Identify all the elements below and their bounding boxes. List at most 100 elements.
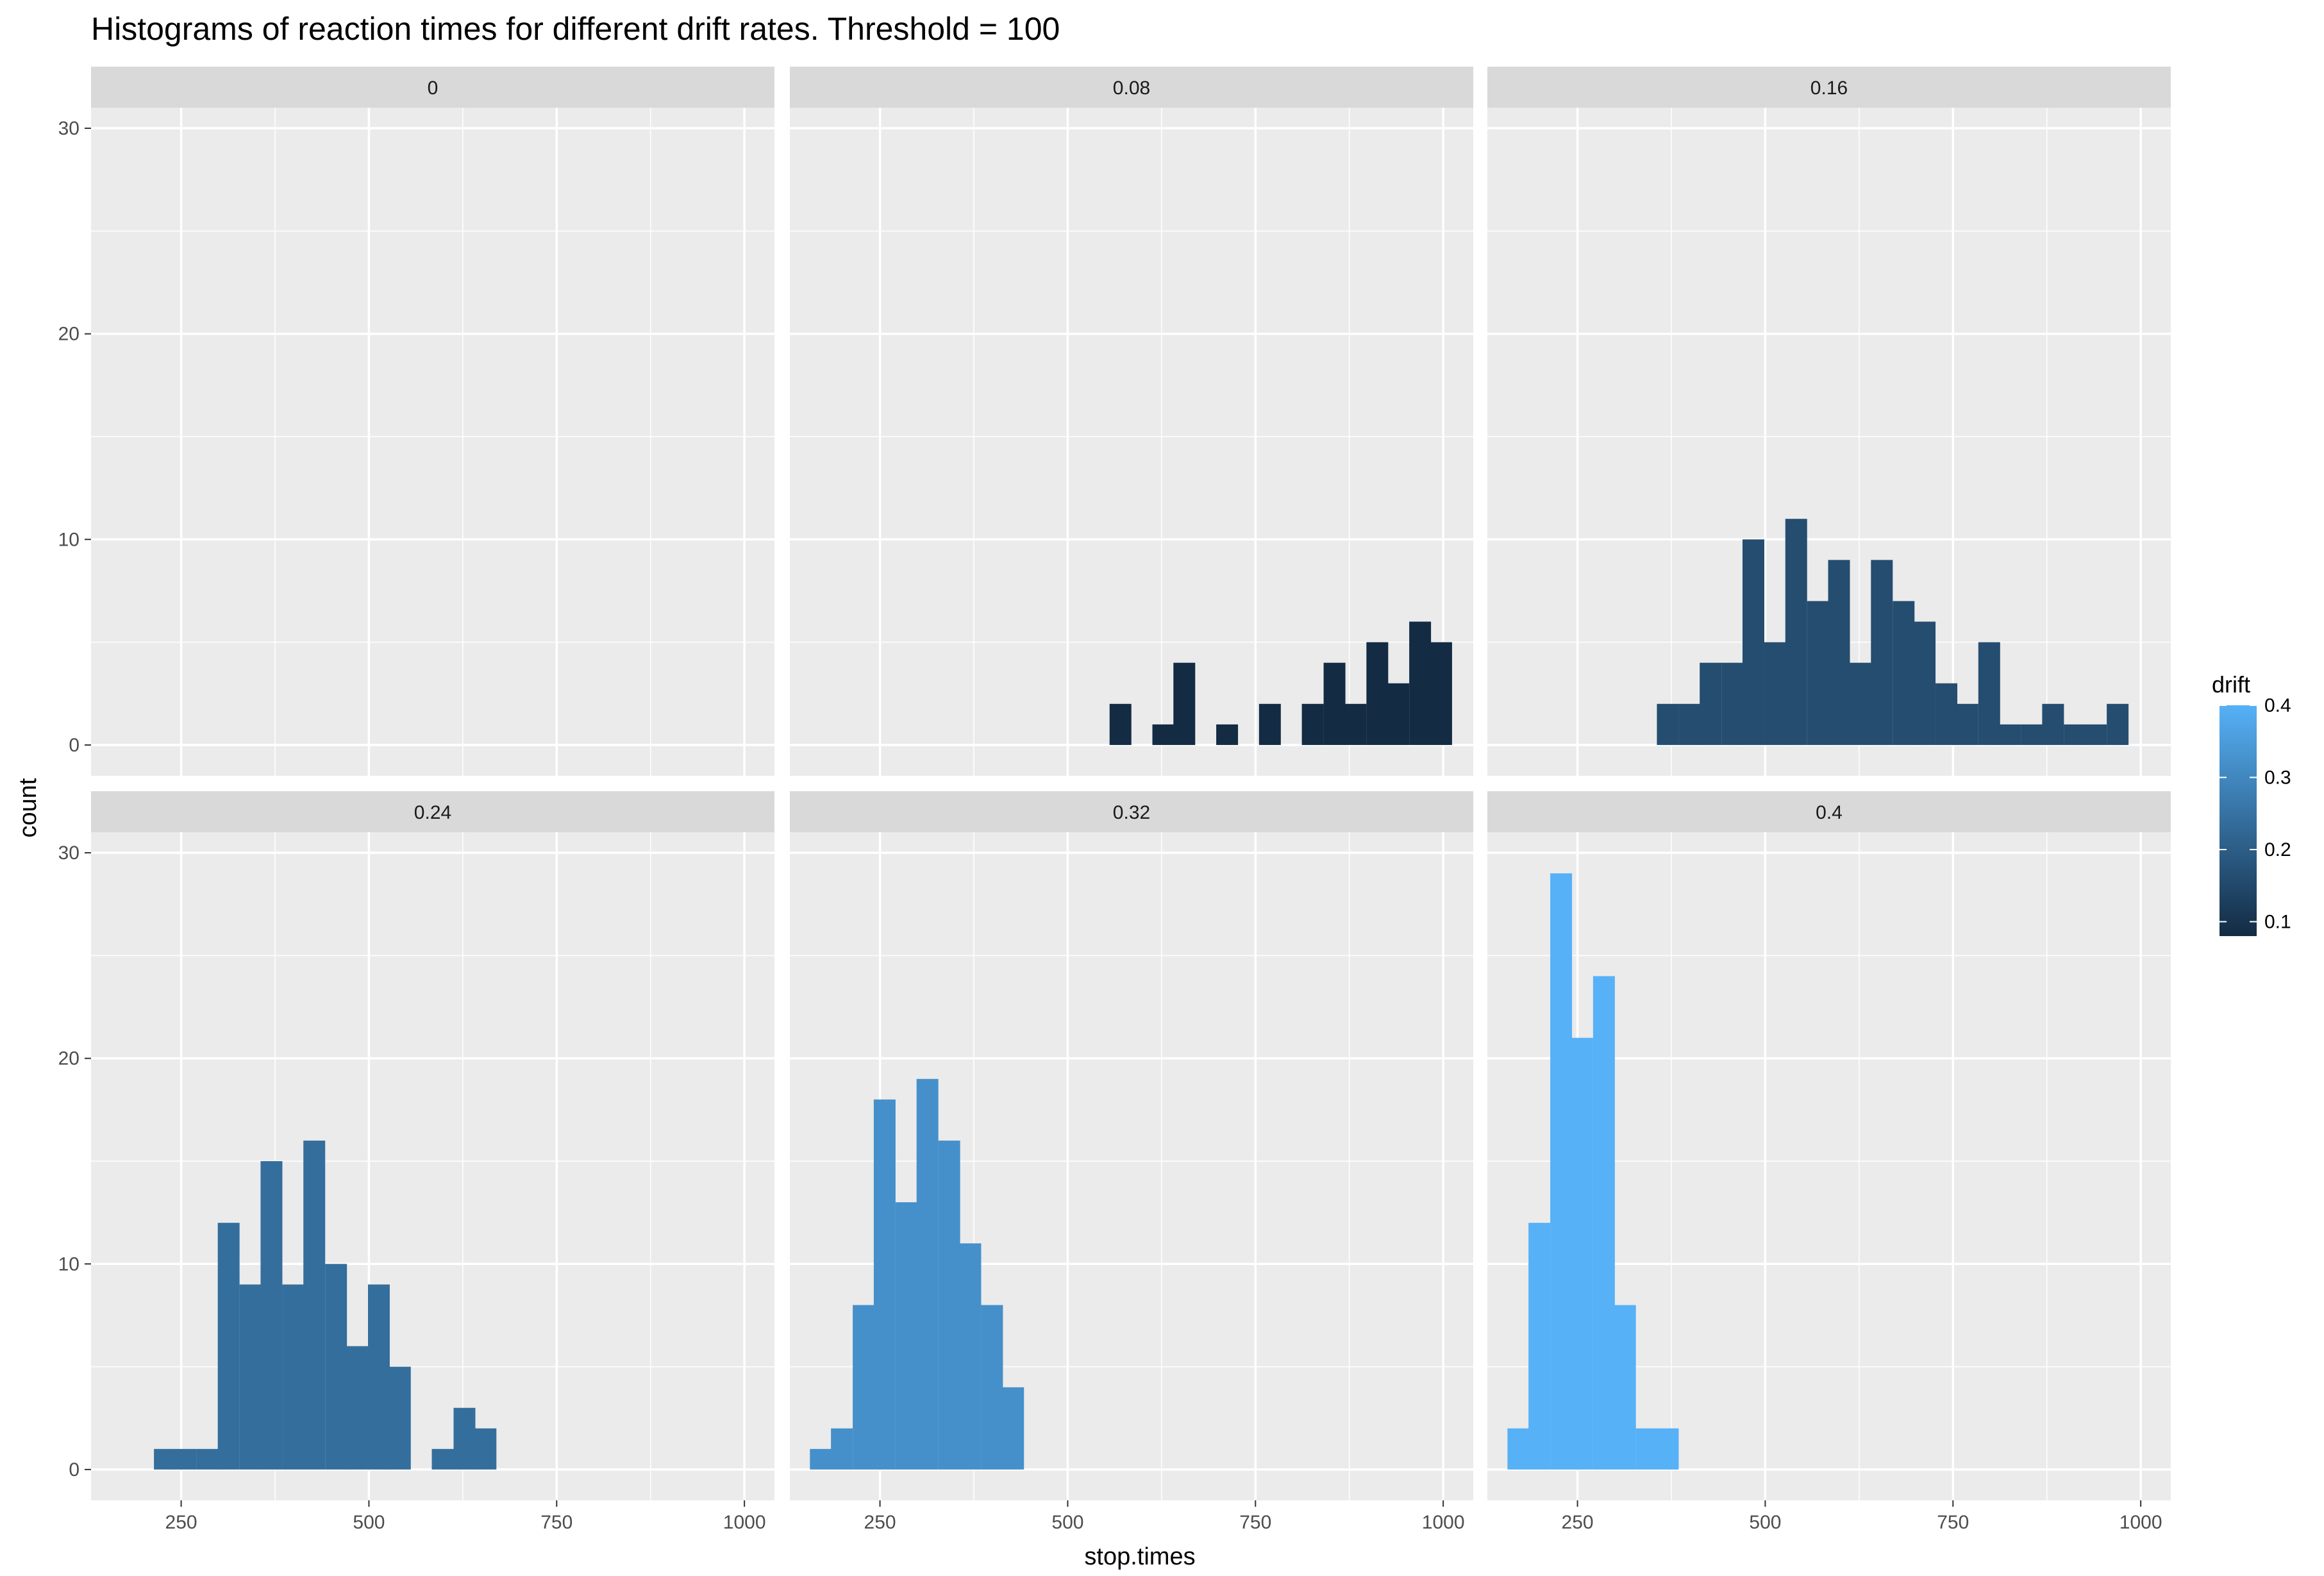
histogram-bar [1387,683,1410,745]
legend-tick-label: 0.4 [2264,695,2291,716]
y-tick-label: 0 [69,735,79,756]
x-tick-label: 500 [1749,1512,1781,1533]
histogram-bar [981,1305,1003,1470]
facet-strip-label: 0.16 [1810,78,1848,99]
histogram-bar [1657,1428,1679,1470]
x-tick-label: 750 [1937,1512,1969,1533]
histogram-bar [1914,621,1936,745]
y-tick-label: 20 [58,324,79,345]
histogram-bar [154,1448,176,1470]
facet-strip-label: 0.32 [1113,802,1150,823]
legend-tick-label: 0.1 [2264,912,2291,933]
facet-panel: 0.4 250 500 750 1000 [1483,791,2171,1533]
facet-strip [790,791,1473,832]
histogram-bar [1742,539,1764,745]
x-tick-label: 250 [864,1512,896,1533]
y-tick-label: 30 [58,842,79,864]
histogram-bar [1850,662,1872,745]
facet-panel: 0.24 0 10 20 30 250 500 750 1000 [58,791,774,1533]
facet-panel: 0.32 250 500 750 1000 [785,791,1473,1533]
facet-strip-label: 0.4 [1816,802,1843,823]
histogram-bar [1173,662,1196,745]
histogram-bar [1828,560,1850,745]
histogram-bar [2107,703,2129,745]
histogram-bar [1999,724,2021,745]
histogram-bar [217,1223,240,1470]
legend: drift 0.1 0.2 0.3 0.4 [2212,671,2291,936]
y-tick-label: 0 [69,1459,79,1480]
histogram-bar [1935,683,1958,745]
histogram-bar [1700,662,1722,745]
histogram-bar [2064,724,2086,745]
histogram-bar [1002,1387,1024,1470]
facet-strip [91,791,774,832]
legend-tick-label: 0.3 [2264,767,2291,789]
panel-background [790,108,1473,776]
histogram-bar [453,1407,476,1470]
histogram-bar [1893,601,1915,745]
histogram-bar [1978,642,2000,745]
histogram-bar [2042,703,2064,745]
x-tick-label: 1000 [723,1512,766,1533]
histogram-bar [895,1202,917,1470]
facet-panel: 0.08 [785,67,1473,776]
x-tick-label: 750 [540,1512,573,1533]
y-tick-label: 10 [58,1253,79,1275]
facet-strip [1487,67,2171,108]
panel-background [91,832,774,1500]
facet-strip [91,67,774,108]
panel-background [91,108,774,776]
histogram-bar [853,1305,875,1470]
histogram-bar [1301,703,1324,745]
histogram-bar [1593,976,1615,1470]
facet-strip-label: 0 [428,78,439,99]
histogram-bar [239,1284,262,1470]
histogram-bar [810,1448,832,1470]
histogram-bar [1409,621,1432,745]
chart-title: Histograms of reaction times for differe… [91,11,1060,47]
histogram-bar [1871,560,1893,745]
histogram-bar [1721,662,1744,745]
histogram-bar [938,1140,960,1470]
x-tick-label: 1000 [1422,1512,1465,1533]
histogram-bar [1430,642,1452,745]
histogram-bar [346,1346,368,1470]
facet-strip [790,67,1473,108]
histogram-bar [1323,662,1346,745]
facet-panel: 0 0 10 20 30 [58,67,774,776]
y-axis-title: count [15,778,42,837]
histogram-bar [1258,703,1281,745]
facet-panels: 0 0 10 20 30 0.08 0.16 0.24 0 10 20 30 250 500 750 1000… [58,67,2171,1533]
histogram-bar [1507,1428,1530,1470]
histogram-bar [282,1284,305,1470]
histogram-bar [303,1140,326,1470]
histogram-bar [367,1284,390,1470]
histogram-bar [1571,1037,1593,1470]
legend-colorbar [2220,705,2257,936]
legend-title: drift [2212,671,2250,698]
x-tick-label: 250 [165,1512,197,1533]
histogram-bar [916,1078,939,1470]
histogram-bar [1109,703,1132,745]
facet-strip [1487,791,2171,832]
histogram-bar [389,1366,411,1470]
histogram-bar [196,1448,219,1470]
y-tick-label: 30 [58,118,79,139]
histogram-bar [1216,724,1239,745]
histogram-bar [2085,724,2107,745]
x-tick-label: 500 [1051,1512,1083,1533]
y-tick-label: 20 [58,1048,79,1069]
histogram-bar [1807,601,1829,745]
legend-tick-label: 0.2 [2264,839,2291,860]
histogram-bar [431,1448,454,1470]
histogram-bar [474,1428,497,1470]
histogram-bar [260,1161,283,1470]
facet-strip-label: 0.24 [414,802,451,823]
histogram-bar [959,1243,982,1470]
histogram-bar [1152,724,1175,745]
histogram-bar [1635,1428,1658,1470]
x-axis-title: stop.times [1084,1543,1195,1570]
facet-strip-label: 0.08 [1113,78,1150,99]
x-tick-label: 500 [353,1512,385,1533]
